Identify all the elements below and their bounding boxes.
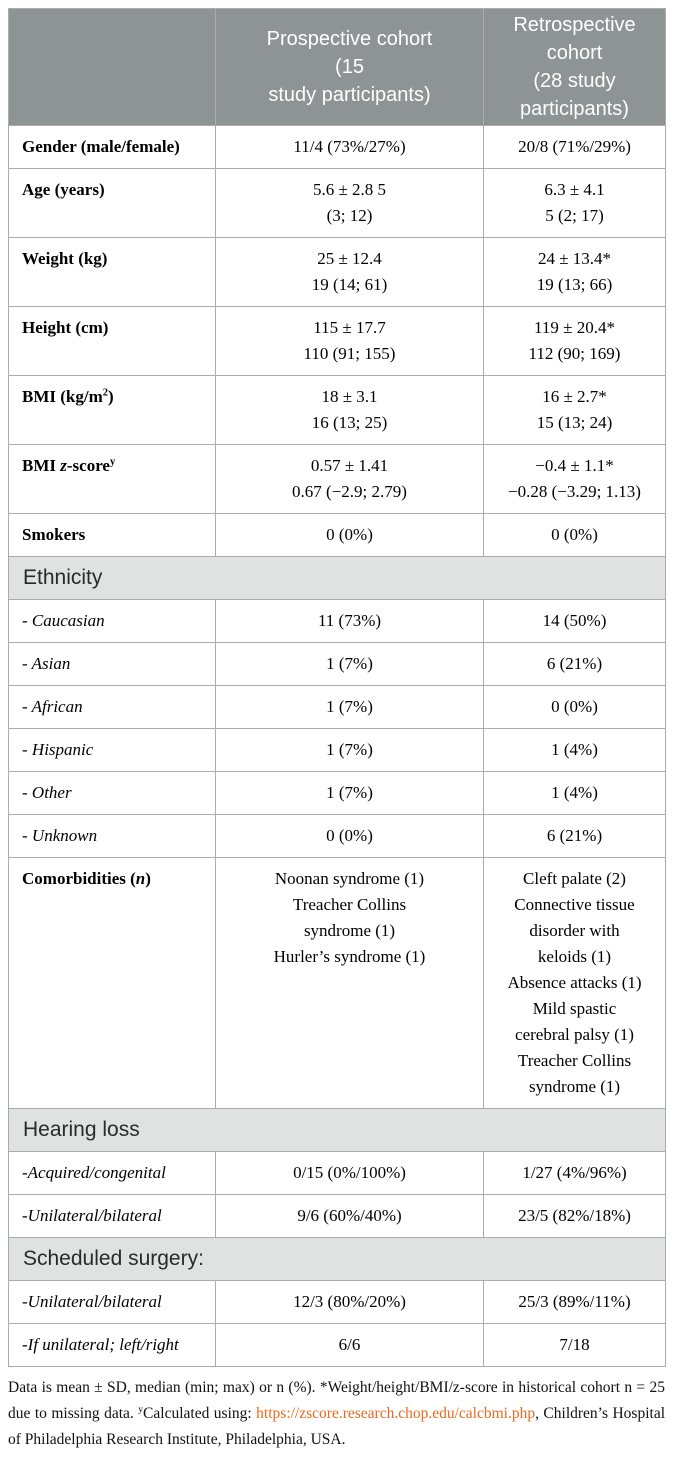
table-row-bmi: BMI (kg/m2) 18 ± 3.1 16 (13; 25) 16 ± 2.…: [8, 375, 666, 445]
section-header-ethnicity: Ethnicity: [8, 556, 666, 600]
height-retrospective-value: 119 ± 20.4* 112 (90; 169): [483, 306, 666, 376]
header-prospective-cohort: Prospective cohort (15 study participant…: [215, 8, 484, 126]
label-fragment: Comorbidities (: [22, 869, 136, 888]
age-prospective-value: 5.6 ± 2.8 5 (3; 12): [215, 168, 484, 238]
if-unilateral-left-right-label: -If unilateral; left/right: [8, 1323, 216, 1367]
table-row-bmi-zscore: BMI z-scorey 0.57 ± 1.41 0.67 (−2.9; 2.7…: [8, 444, 666, 514]
age-retrospective-value: 6.3 ± 4.1 5 (2; 17): [483, 168, 666, 238]
label-fragment: ): [145, 869, 151, 888]
asian-prospective-value: 1 (7%): [215, 642, 484, 686]
caucasian-label: - Caucasian: [8, 599, 216, 643]
bmi-zscore-retrospective-value: −0.4 ± 1.1* −0.28 (−3.29; 1.13): [483, 444, 666, 514]
height-prospective-value: 115 ± 17.7 110 (91; 155): [215, 306, 484, 376]
unknown-prospective-value: 0 (0%): [215, 814, 484, 858]
weight-prospective-value: 25 ± 12.4 19 (14; 61): [215, 237, 484, 307]
african-label: - African: [8, 685, 216, 729]
smokers-label: Smokers: [8, 513, 216, 557]
section-row-scheduled-surgery: Scheduled surgery:: [8, 1237, 666, 1281]
section-row-ethnicity: Ethnicity: [8, 556, 666, 600]
header-empty-cell: [8, 8, 216, 126]
bmi-zscore-prospective-value: 0.57 ± 1.41 0.67 (−2.9; 2.79): [215, 444, 484, 514]
gender-prospective-value: 11/4 (73%/27%): [215, 125, 484, 169]
table-row-african: - African 1 (7%) 0 (0%): [8, 685, 666, 729]
table-row-acquired-congenital: -Acquired/congenital 0/15 (0%/100%) 1/27…: [8, 1151, 666, 1195]
age-label: Age (years): [8, 168, 216, 238]
header-row: Prospective cohort (15 study participant…: [8, 8, 666, 126]
table-row-gender: Gender (male/female) 11/4 (73%/27%) 20/8…: [8, 125, 666, 169]
bmi-zscore-label: BMI z-scorey: [8, 444, 216, 514]
table-row-surgery-unilateral-bilateral: -Unilateral/bilateral 12/3 (80%/20%) 25/…: [8, 1280, 666, 1324]
bmi-retrospective-value: 16 ± 2.7* 15 (13; 24): [483, 375, 666, 445]
section-row-hearing-loss: Hearing loss: [8, 1108, 666, 1152]
table-footnote: Data is mean ± SD, median (min; max) or …: [8, 1375, 665, 1453]
header-retrospective-cohort: Retrospective cohort (28 study participa…: [483, 8, 666, 126]
label-superscript: y: [109, 456, 116, 468]
label-italic-fragment: n: [135, 869, 146, 888]
asian-label: - Asian: [8, 642, 216, 686]
weight-retrospective-value: 24 ± 13.4* 19 (13; 66): [483, 237, 666, 307]
comorbidities-label: Comorbidities (n): [8, 857, 216, 1109]
section-header-scheduled-surgery: Scheduled surgery:: [8, 1237, 666, 1281]
other-retrospective-value: 1 (4%): [483, 771, 666, 815]
african-prospective-value: 1 (7%): [215, 685, 484, 729]
zscore-calculator-link[interactable]: https://zscore.research.chop.edu/calcbmi…: [256, 1405, 536, 1422]
other-prospective-value: 1 (7%): [215, 771, 484, 815]
table-row-hl-unilateral-bilateral: -Unilateral/bilateral 9/6 (60%/40%) 23/5…: [8, 1194, 666, 1238]
bmi-prospective-value: 18 ± 3.1 16 (13; 25): [215, 375, 484, 445]
footnote-superscript: y: [138, 1403, 144, 1415]
height-label: Height (cm): [8, 306, 216, 376]
bmi-label: BMI (kg/m2): [8, 375, 216, 445]
label-fragment: BMI: [22, 456, 61, 475]
unknown-label: - Unknown: [8, 814, 216, 858]
other-label: - Other: [8, 771, 216, 815]
table-row-if-unilateral-left-right: -If unilateral; left/right 6/6 7/18: [8, 1323, 666, 1367]
label-fragment: -score: [66, 456, 110, 475]
african-retrospective-value: 0 (0%): [483, 685, 666, 729]
asian-retrospective-value: 6 (21%): [483, 642, 666, 686]
surgery-unilateral-bilateral-prospective-value: 12/3 (80%/20%): [215, 1280, 484, 1324]
gender-label: Gender (male/female): [8, 125, 216, 169]
table-row-other: - Other 1 (7%) 1 (4%): [8, 771, 666, 815]
hl-unilateral-bilateral-prospective-value: 9/6 (60%/40%): [215, 1194, 484, 1238]
table-row-height: Height (cm) 115 ± 17.7 110 (91; 155) 119…: [8, 306, 666, 376]
footnote-text: Data is mean ± SD, median (min; max) or …: [8, 1379, 665, 1422]
caucasian-prospective-value: 11 (73%): [215, 599, 484, 643]
table-row-asian: - Asian 1 (7%) 6 (21%): [8, 642, 666, 686]
label-fragment: BMI (kg/m: [22, 387, 103, 406]
comorbidities-retrospective-value: Cleft palate (2) Connective tissue disor…: [483, 857, 666, 1109]
table-row-comorbidities: Comorbidities (n) Noonan syndrome (1) Tr…: [8, 857, 666, 1109]
hispanic-retrospective-value: 1 (4%): [483, 728, 666, 772]
label-italic-fragment: z: [60, 456, 67, 475]
table-row-weight: Weight (kg) 25 ± 12.4 19 (14; 61) 24 ± 1…: [8, 237, 666, 307]
surgery-unilateral-bilateral-label: -Unilateral/bilateral: [8, 1280, 216, 1324]
table-row-caucasian: - Caucasian 11 (73%) 14 (50%): [8, 599, 666, 643]
if-unilateral-left-right-prospective-value: 6/6: [215, 1323, 484, 1367]
section-header-hearing-loss: Hearing loss: [8, 1108, 666, 1152]
if-unilateral-left-right-retrospective-value: 7/18: [483, 1323, 666, 1367]
surgery-unilateral-bilateral-retrospective-value: 25/3 (89%/11%): [483, 1280, 666, 1324]
caucasian-retrospective-value: 14 (50%): [483, 599, 666, 643]
smokers-prospective-value: 0 (0%): [215, 513, 484, 557]
acquired-congenital-retrospective-value: 1/27 (4%/96%): [483, 1151, 666, 1195]
hl-unilateral-bilateral-label: -Unilateral/bilateral: [8, 1194, 216, 1238]
comorbidities-prospective-value: Noonan syndrome (1) Treacher Collins syn…: [215, 857, 484, 1109]
hispanic-prospective-value: 1 (7%): [215, 728, 484, 772]
acquired-congenital-prospective-value: 0/15 (0%/100%): [215, 1151, 484, 1195]
table-row-unknown: - Unknown 0 (0%) 6 (21%): [8, 814, 666, 858]
hl-unilateral-bilateral-retrospective-value: 23/5 (82%/18%): [483, 1194, 666, 1238]
weight-label: Weight (kg): [8, 237, 216, 307]
label-fragment: ): [108, 387, 114, 406]
table-row-smokers: Smokers 0 (0%) 0 (0%): [8, 513, 666, 557]
demographics-table: Prospective cohort (15 study participant…: [8, 8, 666, 1367]
hispanic-label: - Hispanic: [8, 728, 216, 772]
gender-retrospective-value: 20/8 (71%/29%): [483, 125, 666, 169]
footnote-text: Calculated using:: [143, 1405, 257, 1422]
unknown-retrospective-value: 6 (21%): [483, 814, 666, 858]
acquired-congenital-label: -Acquired/congenital: [8, 1151, 216, 1195]
smokers-retrospective-value: 0 (0%): [483, 513, 666, 557]
table-row-age: Age (years) 5.6 ± 2.8 5 (3; 12) 6.3 ± 4.…: [8, 168, 666, 238]
table-row-hispanic: - Hispanic 1 (7%) 1 (4%): [8, 728, 666, 772]
label-superscript: 2: [102, 387, 109, 399]
